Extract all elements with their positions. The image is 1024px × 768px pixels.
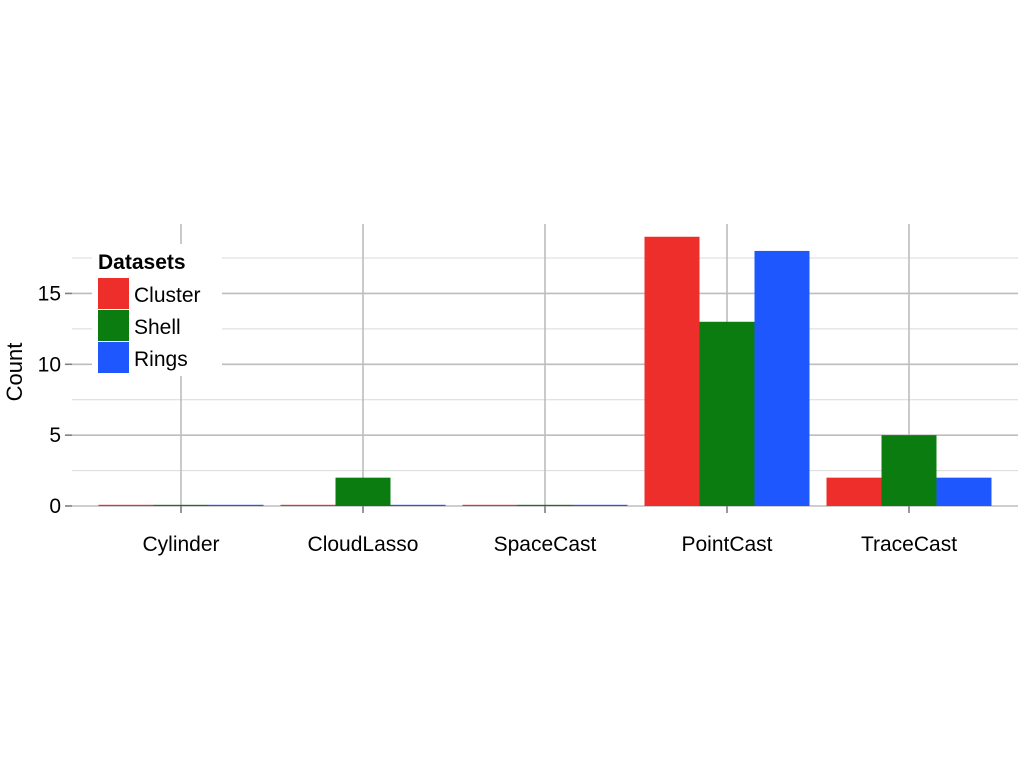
bar-cluster-tracecast bbox=[826, 477, 882, 506]
legend-key-shell bbox=[98, 310, 129, 341]
y-tick-label: 5 bbox=[49, 424, 61, 447]
y-tick-label: 10 bbox=[38, 353, 61, 376]
bar-cluster-cylinder bbox=[98, 504, 154, 506]
bar-cluster-spacecast bbox=[462, 504, 518, 506]
x-tick-label: PointCast bbox=[681, 533, 772, 556]
y-tick-label: 0 bbox=[49, 495, 61, 518]
legend-label-shell: Shell bbox=[134, 316, 181, 339]
legend-title: Datasets bbox=[98, 251, 186, 274]
bar-rings-pointcast bbox=[754, 250, 810, 506]
bar-shell-cylinder bbox=[153, 504, 209, 506]
x-tick-label: CloudLasso bbox=[308, 533, 419, 556]
legend-key-rings bbox=[98, 342, 129, 373]
y-tick-label: 15 bbox=[38, 282, 61, 305]
legend-items: Cluster Shell Rings bbox=[98, 278, 201, 373]
x-tick-label: Cylinder bbox=[142, 533, 219, 556]
legend-label-rings: Rings bbox=[134, 348, 188, 371]
bar-shell-tracecast bbox=[881, 435, 937, 506]
bar-rings-spacecast bbox=[572, 504, 628, 506]
bar-shell-pointcast bbox=[699, 321, 755, 506]
legend: Datasets Cluster Shell Rings bbox=[92, 244, 222, 376]
legend-key-cluster bbox=[98, 278, 129, 309]
bar-shell-cloudlasso bbox=[335, 477, 391, 506]
x-tick-label: TraceCast bbox=[861, 533, 957, 556]
bar-shell-spacecast bbox=[517, 504, 573, 506]
bar-cluster-pointcast bbox=[644, 236, 700, 506]
bar-cluster-cloudlasso bbox=[280, 504, 336, 506]
bar-rings-cloudlasso bbox=[390, 504, 446, 506]
y-axis-title: Count bbox=[2, 343, 27, 402]
bar-rings-tracecast bbox=[936, 477, 992, 506]
bar-rings-cylinder bbox=[208, 504, 264, 506]
axes: 0 5 10 15 Cylinder CloudLasso SpaceCast PointCa… bbox=[38, 282, 958, 556]
bars bbox=[98, 236, 992, 506]
x-tick-label: SpaceCast bbox=[494, 533, 597, 556]
legend-label-cluster: Cluster bbox=[134, 284, 201, 307]
